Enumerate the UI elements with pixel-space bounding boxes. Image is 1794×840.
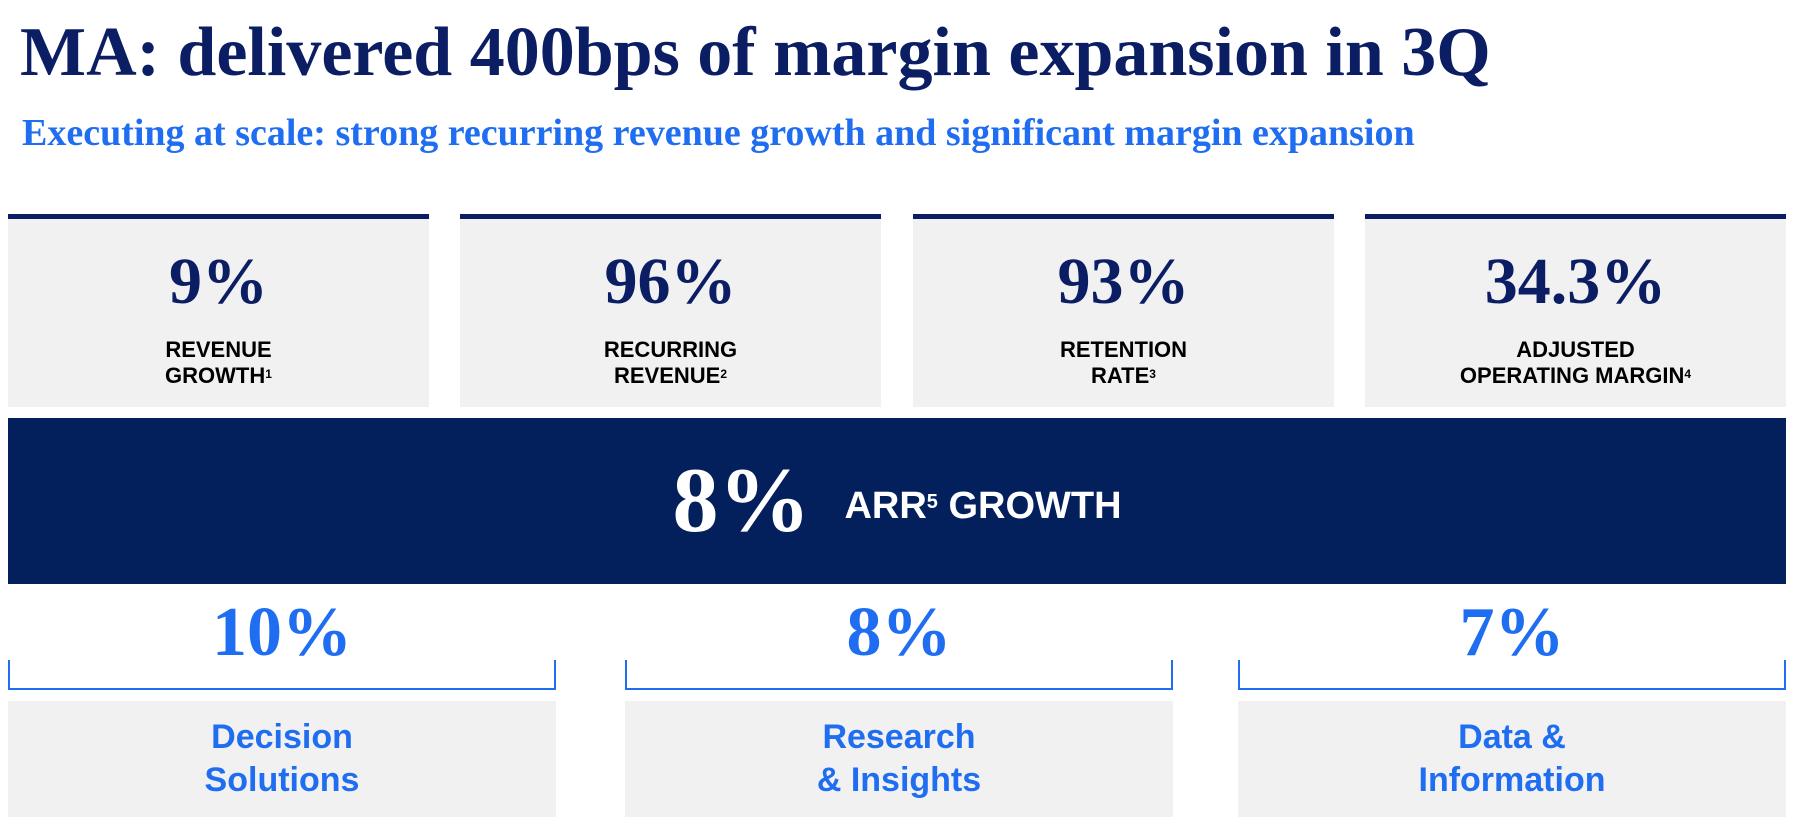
stat-card-recurring-revenue: 96% RECURRING REVENUE2 bbox=[460, 214, 881, 407]
stat-value: 9% bbox=[169, 245, 268, 318]
segment-box-data-information: Data & Information bbox=[1238, 701, 1786, 817]
segment-label: Data & Information bbox=[1238, 716, 1786, 802]
segment-bracket bbox=[625, 660, 1173, 690]
stat-label-line2: RATE bbox=[1091, 363, 1150, 388]
footnote-marker: 1 bbox=[265, 367, 272, 381]
stat-label-line2: GROWTH bbox=[165, 363, 266, 388]
footnote-marker: 4 bbox=[1684, 367, 1692, 381]
stat-card-revenue-growth: 9% REVENUE GROWTH1 bbox=[8, 214, 429, 407]
segment-bracket bbox=[1238, 660, 1786, 690]
segment-bracket bbox=[8, 660, 556, 690]
stat-value: 93% bbox=[1057, 245, 1190, 318]
banner-label-prefix: ARR bbox=[844, 485, 927, 527]
stat-label: ADJUSTED OPERATING MARGIN4 bbox=[1365, 337, 1786, 389]
stat-label: REVENUE GROWTH1 bbox=[8, 337, 429, 389]
segment-box-decision-solutions: Decision Solutions bbox=[8, 701, 556, 817]
stat-label-line2: OPERATING MARGIN bbox=[1459, 363, 1685, 388]
segment-label-line1: Decision bbox=[211, 718, 353, 756]
stat-card-retention-rate: 93% RETENTION RATE3 bbox=[913, 214, 1334, 407]
footnote-marker: 3 bbox=[1149, 367, 1156, 381]
stat-value: 34.3% bbox=[1484, 245, 1667, 318]
segment-label-line1: Data & bbox=[1458, 718, 1566, 756]
segment-label: Research & Insights bbox=[625, 716, 1173, 802]
banner-label-suffix: GROWTH bbox=[937, 485, 1122, 527]
stat-card-adjusted-operating-margin: 34.3% ADJUSTED OPERATING MARGIN4 bbox=[1365, 214, 1786, 407]
banner-label: ARR5 GROWTH bbox=[844, 486, 1121, 526]
stat-label: RETENTION RATE3 bbox=[913, 337, 1334, 389]
stat-label: RECURRING REVENUE2 bbox=[460, 337, 881, 389]
segment-value-decision-solutions: 10% bbox=[212, 594, 352, 671]
footnote-marker: 5 bbox=[926, 491, 938, 513]
stat-value: 96% bbox=[604, 245, 737, 318]
footnote-marker: 2 bbox=[720, 367, 728, 381]
segment-label: Decision Solutions bbox=[8, 716, 556, 802]
segment-label-line1: Research bbox=[822, 718, 976, 756]
segment-label-line2: Information bbox=[1418, 761, 1606, 799]
arr-growth-banner: 8% ARR5 GROWTH bbox=[8, 418, 1786, 584]
segment-label-line2: Solutions bbox=[204, 761, 360, 799]
stat-label-line1: REVENUE bbox=[165, 337, 272, 362]
stat-label-line1: RECURRING bbox=[603, 337, 738, 362]
segment-label-line2: & Insights bbox=[816, 761, 982, 799]
banner-value: 8% bbox=[672, 449, 811, 551]
segment-value-research-insights: 8% bbox=[846, 594, 952, 671]
page-title: MA: delivered 400bps of margin expansion… bbox=[20, 14, 1491, 91]
page-subtitle: Executing at scale: strong recurring rev… bbox=[22, 112, 1415, 154]
segment-box-research-insights: Research & Insights bbox=[625, 701, 1173, 817]
stat-label-line1: ADJUSTED bbox=[1516, 337, 1635, 362]
stat-label-line1: RETENTION bbox=[1059, 337, 1188, 362]
segment-value-data-information: 7% bbox=[1459, 594, 1565, 671]
stat-label-line2: REVENUE bbox=[613, 363, 721, 388]
